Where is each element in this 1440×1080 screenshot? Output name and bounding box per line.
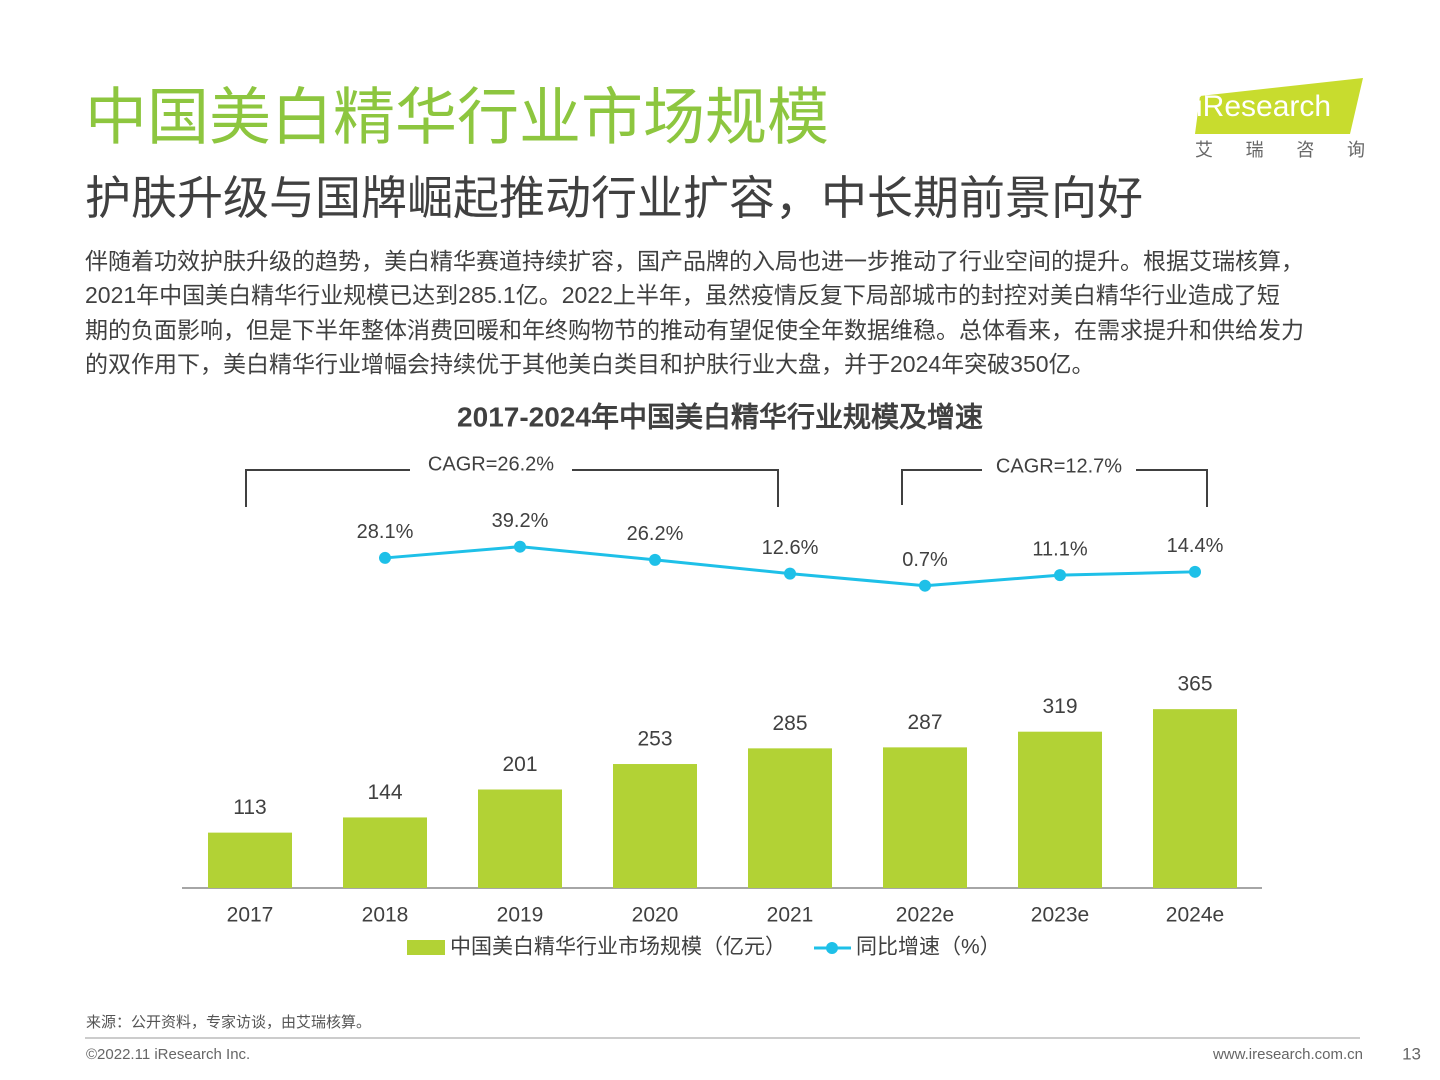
paragraph-line: 2021年中国美白精华行业规模已达到285.1亿。2022上半年，虽然疫情反复下… xyxy=(85,282,1280,308)
bar xyxy=(478,789,562,888)
paragraph-line: 的双作用下，美白精华行业增幅会持续优于其他美白类目和护肤行业大盘，并于2024年… xyxy=(85,351,1095,377)
logo: iResearch xyxy=(1196,90,1331,123)
bar xyxy=(208,832,292,888)
point-label: 28.1% xyxy=(357,521,414,543)
x-tick-label: 2017 xyxy=(227,904,274,927)
title: 中国美白精华行业市场规模 xyxy=(85,83,829,152)
point-label: 11.1% xyxy=(1032,538,1087,560)
bar xyxy=(748,748,832,888)
subtitle: 护肤升级与国牌崛起推动行业扩容，中长期前景向好 xyxy=(85,172,1143,224)
bracket xyxy=(901,469,1208,507)
bar-label: 287 xyxy=(907,711,942,734)
point xyxy=(1054,569,1066,582)
logo-bg xyxy=(1195,78,1363,134)
annotation: CAGR=26.2% xyxy=(428,453,554,475)
bar xyxy=(1018,731,1102,888)
annotation: CAGR=12.7% xyxy=(996,455,1122,477)
point-label: 26.2% xyxy=(627,523,684,545)
legend-label: 同比增速（%） xyxy=(856,936,1001,959)
legend-label: 中国美白精华行业市场规模（亿元） xyxy=(450,936,786,959)
bar-label: 319 xyxy=(1042,695,1077,718)
paragraph-line: 期的负面影响，但是下半年整体消费回暖和年终购物节的推动有望促使全年数据维稳。总体… xyxy=(85,317,1304,343)
bar xyxy=(613,764,697,888)
x-tick-label: 2020 xyxy=(632,904,679,927)
point xyxy=(379,551,391,564)
bar-label: 253 xyxy=(637,728,672,751)
page-number: 13 xyxy=(1402,1044,1421,1063)
point-label: 12.6% xyxy=(762,537,819,559)
x-tick-label: 2022e xyxy=(896,904,954,927)
point xyxy=(649,553,661,566)
bracket xyxy=(245,469,779,507)
copyright: ©2022.11 iResearch Inc. xyxy=(86,1046,250,1063)
bar-label: 365 xyxy=(1177,673,1212,696)
point xyxy=(784,567,796,580)
point xyxy=(919,579,931,592)
point-label: 39.2% xyxy=(492,510,549,532)
bar xyxy=(343,817,427,888)
bar-label: 201 xyxy=(502,753,537,776)
point xyxy=(514,540,526,553)
x-tick-label: 2018 xyxy=(362,904,409,927)
bar-label: 113 xyxy=(233,796,266,819)
bar xyxy=(1153,709,1237,888)
x-tick-label: 2021 xyxy=(767,904,814,927)
legend-swatch xyxy=(407,940,445,955)
legend-swatch xyxy=(826,942,838,954)
point xyxy=(1189,565,1201,578)
x-tick-label: 2023e xyxy=(1031,904,1089,927)
bar-label: 285 xyxy=(772,712,807,735)
bar-label: 144 xyxy=(367,781,402,804)
point-label: 14.4% xyxy=(1167,535,1224,557)
x-tick-label: 2019 xyxy=(497,904,544,927)
x-tick-label: 2024e xyxy=(1166,904,1224,927)
logo-sub: 艾 瑞 咨 询 xyxy=(1195,140,1365,160)
paragraph-line: 伴随着功效护肤升级的趋势，美白精华赛道持续扩容，国产品牌的入局也进一步推动了行业… xyxy=(85,248,1304,274)
bar xyxy=(883,747,967,888)
chart-title: 2017-2024年中国美白精华行业规模及增速 xyxy=(457,400,983,432)
point-label: 0.7% xyxy=(902,549,948,571)
source: 来源：公开资料，专家访谈，由艾瑞核算。 xyxy=(86,1013,371,1031)
url: www.iresearch.com.cn xyxy=(1212,1046,1363,1063)
